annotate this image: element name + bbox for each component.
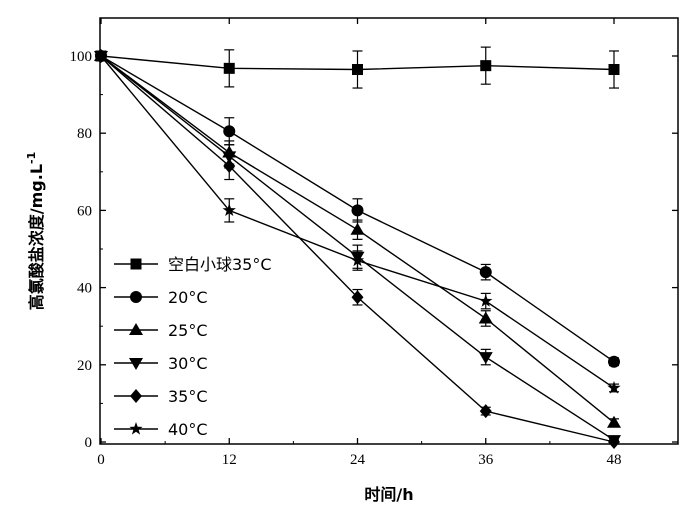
data-point [479, 404, 492, 419]
legend-label: 空白小球35°C [168, 255, 272, 274]
data-point [608, 355, 620, 368]
x-tick-label: 12 [222, 452, 237, 468]
data-point [352, 64, 363, 76]
error-bars [224, 46, 619, 445]
x-tick-label: 24 [350, 452, 366, 468]
data-point [223, 125, 236, 138]
y-tick-label: 20 [77, 358, 92, 374]
y-tick-label: 40 [77, 281, 92, 297]
y-tick-label: 0 [85, 435, 93, 451]
data-point [351, 290, 364, 305]
legend-label: 30°C [168, 354, 208, 373]
data-point [479, 294, 493, 307]
data-point [94, 49, 108, 62]
data-point [222, 203, 236, 217]
legend-marker [129, 323, 143, 335]
y-axis-title-superscript: -1 [25, 152, 38, 164]
data-point [479, 266, 492, 279]
data-point [478, 352, 493, 365]
y-tick-label: 80 [77, 126, 92, 142]
data-markers [94, 49, 621, 449]
y-axis-title: 高氯酸盐浓度/mg.L-1 [25, 152, 46, 310]
data-point [607, 415, 621, 428]
legend-marker [130, 291, 142, 303]
legend-marker [130, 258, 142, 270]
data-point [608, 435, 620, 449]
x-tick-label: 48 [607, 452, 622, 468]
x-tick-label: 36 [478, 452, 494, 468]
y-tick-label: 100 [70, 49, 93, 65]
data-point [351, 204, 364, 217]
x-tick-label: 0 [97, 452, 105, 468]
legend-marker [129, 358, 143, 370]
x-axis-title: 时间/h [364, 485, 413, 504]
data-point [350, 253, 365, 267]
data-point [223, 62, 235, 74]
plot-frame [99, 17, 679, 445]
data-point [480, 60, 492, 72]
legend-label: 35°C [168, 387, 208, 406]
y-axis-title-main: 高氯酸盐浓度/mg.L [27, 164, 46, 310]
legend-label: 25°C [168, 321, 208, 340]
legend-label: 20°C [168, 288, 208, 307]
data-point [222, 151, 237, 164]
legend-label: 40°C [168, 420, 208, 439]
data-point [608, 64, 620, 76]
legend: 空白小球35°C 20°C 25°C 30°C 35°C 40°C [114, 255, 272, 439]
data-point [478, 311, 493, 324]
data-point [607, 380, 621, 394]
data-point [350, 222, 365, 235]
y-tick-label: 60 [77, 203, 92, 219]
axis-ticks: 0 12 24 36 48 0 20 40 60 80 100 [70, 18, 678, 468]
legend-marker [129, 422, 143, 435]
plot-area [99, 17, 679, 445]
data-point [223, 159, 236, 174]
legend-marker [130, 389, 142, 403]
